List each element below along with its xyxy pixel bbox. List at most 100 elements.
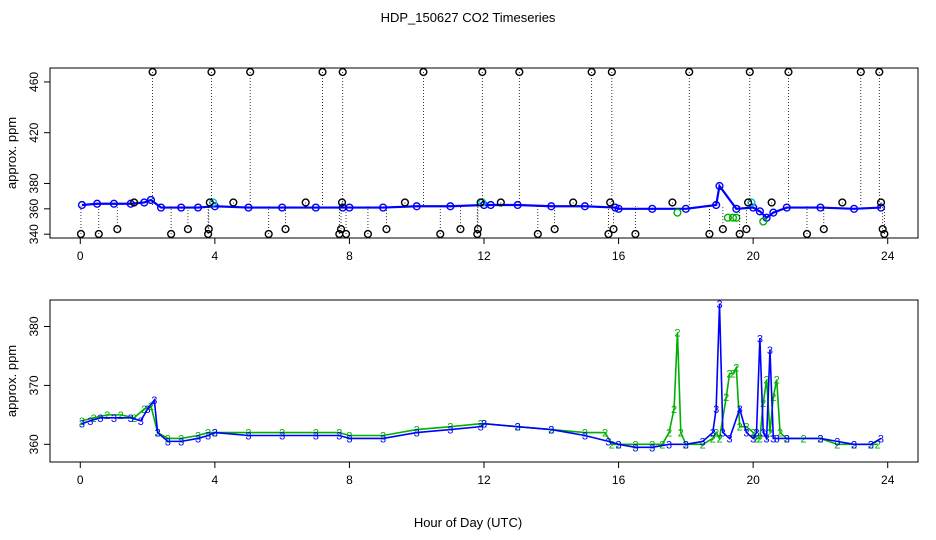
- blue-series-marker: 3: [155, 428, 161, 440]
- green-series-marker: 2: [777, 428, 783, 440]
- black-data-point: [838, 198, 847, 207]
- blue-series-marker: 3: [128, 413, 134, 425]
- green-series-marker: 2: [817, 433, 823, 445]
- blue-series-marker: 3: [380, 433, 386, 445]
- blue-series-marker: 3: [138, 416, 144, 428]
- green-series-marker: 2: [104, 410, 110, 422]
- blue-series-marker: 3: [770, 433, 776, 445]
- blue-series-marker: 3: [784, 433, 790, 445]
- y-tick-label: 370: [27, 375, 41, 395]
- black-data-point: [301, 198, 310, 207]
- green-series-marker: 2: [380, 430, 386, 442]
- green-series-marker: 2: [313, 428, 319, 440]
- green-series-marker: 2: [733, 363, 739, 375]
- x-tick-label: 12: [477, 473, 491, 487]
- x-tick-label: 16: [612, 249, 626, 263]
- black-data-point: [685, 67, 694, 77]
- green-series-marker: 2: [609, 439, 615, 451]
- green-series-marker: 2: [723, 392, 729, 404]
- blue-data-point: [755, 207, 764, 216]
- blue-series-marker: 3: [878, 433, 884, 445]
- y-tick-label: 380: [27, 173, 41, 193]
- green-series-marker: 2: [602, 428, 608, 440]
- black-data-point: [419, 67, 428, 77]
- blue-series-marker: 3: [151, 395, 157, 407]
- x-tick-label: 4: [212, 473, 219, 487]
- black-data-point: [668, 198, 677, 207]
- green-series-marker: 2: [727, 369, 733, 381]
- green-series-marker: 2: [730, 369, 736, 381]
- x-tick-label: 0: [77, 473, 84, 487]
- green-series-marker: 2: [716, 433, 722, 445]
- blue-series-marker: 3: [649, 442, 655, 454]
- green-series-marker: 2: [743, 422, 749, 434]
- black-data-point: [148, 67, 157, 77]
- blue-series-marker: 3: [713, 404, 719, 416]
- green-series-marker: 2: [79, 416, 85, 428]
- black-data-point: [94, 229, 103, 239]
- blue-series-marker: 3: [683, 439, 689, 451]
- blue-series-marker: 3: [616, 439, 622, 451]
- black-data-point: [382, 225, 391, 234]
- black-data-point: [496, 198, 505, 207]
- x-tick-label: 16: [612, 473, 626, 487]
- black-data-point: [705, 229, 714, 239]
- green-series-marker: 2: [515, 422, 521, 434]
- blue-series-marker: 3: [97, 413, 103, 425]
- blue-series-trace: [81, 183, 882, 220]
- green-series-marker: 2: [279, 428, 285, 440]
- blue-series-marker: 3: [195, 433, 201, 445]
- black-data-point: [456, 225, 465, 234]
- x-tick-label: 20: [746, 249, 760, 263]
- y-tick-label: 340: [27, 224, 41, 244]
- green-series-marker: 2: [632, 439, 638, 451]
- green-series-marker: 2: [674, 327, 680, 339]
- top-panel-frame: [49, 67, 919, 239]
- black-data-point: [735, 229, 744, 239]
- top-panel: 0 4 8 12 16 20 24 340 360 380 420 460 approx. ppm: [4, 67, 919, 263]
- black-data-point: [476, 198, 485, 207]
- blue-series-marker: 3: [760, 428, 766, 440]
- green-series-marker: 2: [774, 375, 780, 387]
- green-series-marker: 2: [801, 433, 807, 445]
- green-series-marker: 2: [767, 428, 773, 440]
- green-data-point: [673, 208, 682, 217]
- black-data-point: [604, 229, 613, 239]
- blue-series-marker: 3: [336, 430, 342, 442]
- green-data-point: [728, 213, 738, 222]
- black-data-point: [607, 67, 616, 77]
- green-series-marker: 2: [336, 428, 342, 440]
- black-data-point: [205, 198, 214, 207]
- blue-series-marker: 3: [582, 430, 588, 442]
- bottom-panel-axes: 0 4 8 12 16 20 24 360 370 380: [27, 316, 895, 487]
- blue-series-marker: 3: [205, 430, 211, 442]
- blue-series-marker: 3: [632, 442, 638, 454]
- green-series-marker: 2: [760, 398, 766, 410]
- black-data-point: [856, 67, 865, 77]
- green-series-marker: 2: [875, 439, 881, 451]
- blue-series-marker: 3: [245, 430, 251, 442]
- green-series-marker: 2: [245, 428, 251, 440]
- blue-series-marker: 3: [414, 428, 420, 440]
- green-series-marker: 2: [666, 428, 672, 440]
- green-series-line: [81, 332, 878, 446]
- black-data-point: [478, 67, 487, 77]
- y-tick-label: 360: [27, 434, 41, 454]
- black-data-point: [76, 229, 86, 239]
- black-data-point: [341, 229, 351, 239]
- black-data-point: [363, 229, 373, 239]
- green-series-marker: 2: [737, 422, 743, 434]
- green-series-marker: 2: [195, 430, 201, 442]
- green-series-marker: 2: [414, 425, 420, 437]
- green-series-marker: 2: [770, 392, 776, 404]
- blue-series-marker: 3: [834, 436, 840, 448]
- blue-series-marker: 3: [727, 433, 733, 445]
- x-axis-label: Hour of Day (UTC): [414, 515, 522, 530]
- blue-data-point: [769, 208, 778, 217]
- y-tick-label: 380: [27, 316, 41, 336]
- blue-series-marker: 3: [700, 436, 706, 448]
- blue-series-marker: 3: [743, 428, 749, 440]
- blue-series-marker: 3: [753, 428, 759, 440]
- blue-series-marker: 3: [774, 433, 780, 445]
